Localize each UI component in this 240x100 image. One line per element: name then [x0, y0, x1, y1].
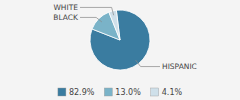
slice-label: HISPANIC: [162, 62, 197, 71]
legend-label: 4.1%: [162, 88, 183, 97]
legend-swatch: [58, 88, 66, 96]
legend-item: 4.1%: [151, 88, 183, 97]
leader-line: [136, 60, 160, 66]
legend-label: 82.9%: [69, 88, 95, 97]
legend-item: 82.9%: [58, 88, 95, 97]
pie-slice: [90, 10, 150, 70]
slice-label: WHITE: [53, 3, 78, 12]
legend-label: 13.0%: [115, 88, 141, 97]
pie-slice: [109, 10, 120, 40]
slices: [90, 10, 150, 70]
slice-label: BLACK: [53, 13, 79, 22]
chart: HISPANIC BLACKWHITE 82.9% 13.0% 4.1%: [0, 0, 240, 100]
legend-item: 13.0%: [104, 88, 141, 97]
slice-labels: HISPANIC BLACKWHITE: [53, 3, 197, 71]
leader-line: [80, 7, 114, 15]
legend: 82.9% 13.0% 4.1%: [58, 88, 183, 97]
legend-swatch: [151, 88, 159, 96]
leader-line: [80, 17, 102, 22]
legend-swatch: [104, 88, 112, 96]
